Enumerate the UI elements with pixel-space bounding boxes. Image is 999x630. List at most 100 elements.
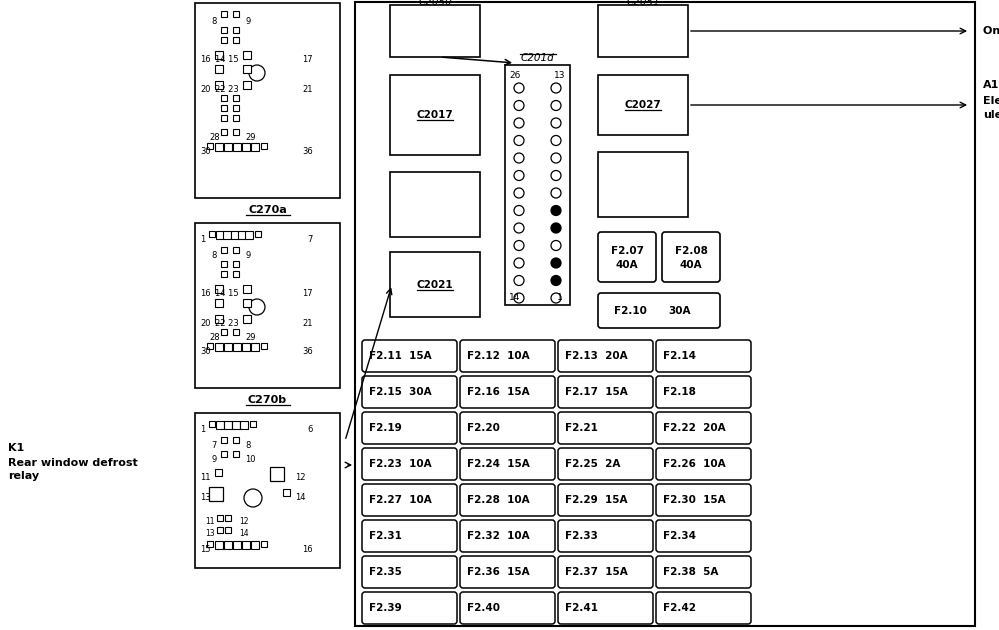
Bar [209, 231, 215, 237]
FancyBboxPatch shape [598, 293, 720, 328]
Text: 17: 17 [303, 289, 313, 297]
Text: 9: 9 [245, 16, 251, 25]
Bar [217, 515, 223, 521]
Text: F2.22  20A: F2.22 20A [663, 423, 725, 433]
Bar [221, 27, 227, 33]
FancyBboxPatch shape [656, 340, 751, 372]
FancyBboxPatch shape [558, 592, 653, 624]
Text: 36: 36 [303, 346, 313, 355]
Bar [221, 437, 227, 443]
FancyBboxPatch shape [558, 412, 653, 444]
Text: F2.35: F2.35 [369, 567, 402, 577]
Bar [390, 5, 480, 57]
Text: A17: A17 [983, 80, 999, 90]
Bar [255, 231, 261, 237]
Text: ule: ule [983, 110, 999, 120]
Text: 29: 29 [245, 132, 256, 142]
Bar [232, 421, 240, 429]
Text: F2.25  2A: F2.25 2A [565, 459, 620, 469]
Bar [217, 527, 223, 533]
Bar [250, 421, 256, 427]
Bar [233, 437, 239, 443]
Text: F2.32  10A: F2.32 10A [467, 531, 529, 541]
Bar [215, 65, 223, 73]
FancyBboxPatch shape [362, 484, 457, 516]
FancyBboxPatch shape [656, 412, 751, 444]
Bar [245, 231, 253, 239]
Bar [243, 315, 251, 323]
Bar [233, 247, 239, 253]
Bar [390, 172, 480, 237]
Text: 14 15: 14 15 [215, 55, 239, 64]
FancyBboxPatch shape [662, 232, 720, 282]
Text: F2.13  20A: F2.13 20A [565, 351, 627, 361]
FancyBboxPatch shape [362, 520, 457, 552]
Text: F2.10: F2.10 [613, 306, 646, 316]
Text: 29: 29 [245, 333, 256, 341]
Bar [224, 343, 232, 351]
Bar [221, 11, 227, 17]
Bar [233, 541, 241, 549]
FancyBboxPatch shape [656, 556, 751, 588]
Text: 11: 11 [200, 474, 211, 483]
Text: F2.31: F2.31 [369, 531, 402, 541]
FancyBboxPatch shape [558, 340, 653, 372]
Text: 14 15: 14 15 [215, 289, 239, 297]
Text: 40A: 40A [615, 260, 638, 270]
Text: F2.38  5A: F2.38 5A [663, 567, 718, 577]
Bar [283, 489, 290, 496]
Bar [216, 231, 224, 239]
Text: F2.21: F2.21 [565, 423, 597, 433]
Text: 13: 13 [554, 71, 565, 79]
FancyBboxPatch shape [656, 448, 751, 480]
Bar [251, 541, 259, 549]
Text: C2050: C2050 [419, 0, 452, 7]
FancyBboxPatch shape [362, 556, 457, 588]
Text: 12: 12 [295, 474, 306, 483]
FancyBboxPatch shape [656, 484, 751, 516]
FancyBboxPatch shape [460, 484, 555, 516]
Bar [215, 285, 223, 293]
Text: 22 23: 22 23 [215, 84, 239, 93]
Bar [238, 231, 246, 239]
Text: 13: 13 [200, 493, 211, 503]
Bar [233, 11, 239, 17]
Bar [223, 231, 231, 239]
FancyBboxPatch shape [558, 448, 653, 480]
FancyBboxPatch shape [460, 448, 555, 480]
Text: 16: 16 [200, 55, 211, 64]
Text: 7: 7 [212, 440, 217, 449]
Text: 36: 36 [303, 147, 313, 156]
Text: F2.40: F2.40 [467, 603, 500, 613]
Bar [261, 343, 267, 349]
Text: 14: 14 [239, 529, 249, 539]
Text: F2.08: F2.08 [674, 246, 707, 256]
Text: F2.29  15A: F2.29 15A [565, 495, 627, 505]
Text: 9: 9 [245, 251, 251, 260]
Text: 10: 10 [245, 454, 256, 464]
Bar [195, 3, 340, 198]
Bar [598, 5, 688, 57]
FancyBboxPatch shape [558, 484, 653, 516]
Bar [233, 129, 239, 135]
Bar [215, 469, 222, 476]
Bar [355, 2, 975, 626]
Text: F2.37  15A: F2.37 15A [565, 567, 627, 577]
Bar [233, 115, 239, 121]
Bar [261, 541, 267, 547]
Text: 30: 30 [200, 346, 211, 355]
Text: F2.24  15A: F2.24 15A [467, 459, 529, 469]
Bar [221, 271, 227, 277]
Bar [390, 75, 480, 155]
Bar [221, 95, 227, 101]
Text: 26: 26 [509, 71, 520, 79]
Text: 30: 30 [200, 147, 211, 156]
Bar [242, 143, 250, 151]
Text: C2017: C2017 [417, 110, 454, 120]
Bar [233, 105, 239, 111]
Text: Rear window defrost: Rear window defrost [8, 458, 138, 468]
Circle shape [551, 205, 561, 215]
Text: 21: 21 [303, 319, 313, 328]
Text: F2.19: F2.19 [369, 423, 402, 433]
Text: F2.16  15A: F2.16 15A [467, 387, 529, 397]
